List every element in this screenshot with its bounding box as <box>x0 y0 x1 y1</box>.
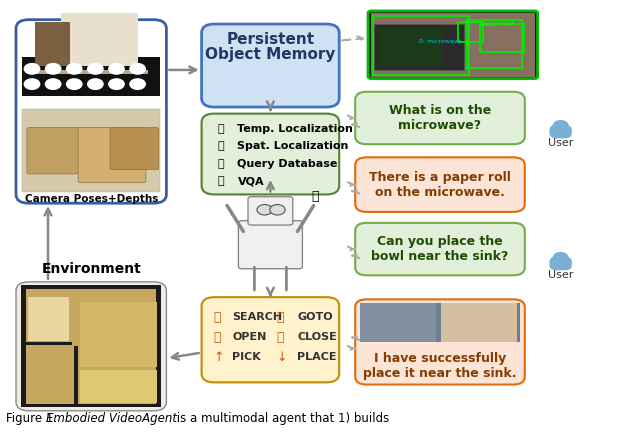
Text: Environment: Environment <box>42 262 141 276</box>
Text: User: User <box>548 270 573 280</box>
FancyBboxPatch shape <box>21 285 26 407</box>
FancyBboxPatch shape <box>78 128 146 183</box>
Bar <box>458 22 483 42</box>
FancyBboxPatch shape <box>368 11 538 79</box>
FancyBboxPatch shape <box>360 303 436 342</box>
Circle shape <box>130 79 145 89</box>
FancyBboxPatch shape <box>239 221 302 269</box>
Text: ↑: ↑ <box>213 351 223 364</box>
Text: Camera Poses+Depths: Camera Poses+Depths <box>25 194 158 204</box>
Text: 🔒: 🔒 <box>277 331 284 344</box>
Circle shape <box>67 63 82 74</box>
FancyBboxPatch shape <box>550 125 571 138</box>
FancyBboxPatch shape <box>371 13 535 77</box>
Text: PICK: PICK <box>232 353 261 362</box>
Text: Embodied VideoAgent: Embodied VideoAgent <box>46 412 177 425</box>
Circle shape <box>67 79 82 89</box>
FancyBboxPatch shape <box>21 285 161 407</box>
Text: Figure 1.: Figure 1. <box>6 412 65 425</box>
Circle shape <box>88 79 103 89</box>
Circle shape <box>130 63 145 74</box>
FancyBboxPatch shape <box>202 24 339 107</box>
Text: User: User <box>548 138 573 148</box>
FancyBboxPatch shape <box>80 370 157 403</box>
Text: 🗺: 🗺 <box>218 142 224 151</box>
Circle shape <box>270 205 285 215</box>
FancyBboxPatch shape <box>355 299 525 385</box>
FancyBboxPatch shape <box>21 285 161 289</box>
FancyBboxPatch shape <box>35 22 70 66</box>
Circle shape <box>45 63 61 74</box>
Text: Spat. Localization: Spat. Localization <box>237 142 349 151</box>
FancyBboxPatch shape <box>202 114 339 194</box>
FancyBboxPatch shape <box>16 282 166 411</box>
FancyBboxPatch shape <box>355 223 525 275</box>
Text: PLACE: PLACE <box>297 353 337 362</box>
Text: I have successfully
place it near the sink.: I have successfully place it near the si… <box>364 352 516 380</box>
Circle shape <box>554 253 568 263</box>
Text: 📸: 📸 <box>218 177 224 186</box>
FancyBboxPatch shape <box>248 197 292 225</box>
FancyBboxPatch shape <box>27 128 82 174</box>
Text: GOTO: GOTO <box>297 312 333 322</box>
Circle shape <box>88 63 103 74</box>
FancyBboxPatch shape <box>550 257 571 270</box>
FancyBboxPatch shape <box>378 28 442 66</box>
Circle shape <box>257 205 273 215</box>
Circle shape <box>109 79 124 89</box>
Text: 📍: 📍 <box>277 311 284 324</box>
FancyBboxPatch shape <box>74 346 78 407</box>
Circle shape <box>554 121 568 131</box>
Text: paper roll: paper roll <box>480 21 513 27</box>
FancyBboxPatch shape <box>355 92 525 144</box>
Text: OPEN: OPEN <box>232 333 267 342</box>
Text: ↓: ↓ <box>277 351 287 364</box>
Circle shape <box>109 63 124 74</box>
Text: Persistent: Persistent <box>227 32 314 47</box>
Text: is a multimodal agent that 1) builds: is a multimodal agent that 1) builds <box>173 412 389 425</box>
FancyBboxPatch shape <box>16 20 166 203</box>
Text: What is on the
microwave?: What is on the microwave? <box>389 104 491 132</box>
Text: Query Database: Query Database <box>237 159 338 169</box>
Text: SEARCH: SEARCH <box>232 312 282 322</box>
FancyBboxPatch shape <box>156 285 161 407</box>
FancyBboxPatch shape <box>355 157 525 212</box>
FancyBboxPatch shape <box>28 297 69 341</box>
Text: 🔥: 🔥 <box>213 331 221 344</box>
FancyBboxPatch shape <box>34 70 148 74</box>
Text: 0: microwave: 0: microwave <box>419 39 461 44</box>
Text: ⏱: ⏱ <box>218 124 224 134</box>
Text: There is a paper roll
on the microwave.: There is a paper roll on the microwave. <box>369 170 511 199</box>
FancyBboxPatch shape <box>202 297 339 382</box>
Text: Can you place the
bowl near the sink?: Can you place the bowl near the sink? <box>371 235 509 263</box>
Text: Temp. Localization: Temp. Localization <box>237 124 353 134</box>
Text: CLOSE: CLOSE <box>297 333 337 342</box>
FancyBboxPatch shape <box>360 303 520 342</box>
FancyBboxPatch shape <box>442 303 517 342</box>
FancyBboxPatch shape <box>22 109 160 192</box>
FancyBboxPatch shape <box>80 302 157 367</box>
Text: Video: Video <box>70 17 113 31</box>
FancyBboxPatch shape <box>22 57 160 96</box>
Bar <box>467 20 522 68</box>
FancyBboxPatch shape <box>110 128 159 170</box>
FancyBboxPatch shape <box>21 342 72 345</box>
FancyBboxPatch shape <box>61 13 138 66</box>
Text: 🔧: 🔧 <box>312 190 319 203</box>
FancyBboxPatch shape <box>374 24 464 70</box>
Circle shape <box>24 79 40 89</box>
Text: 🗄: 🗄 <box>218 159 224 169</box>
Text: Object Memory: Object Memory <box>205 47 335 62</box>
Bar <box>373 16 469 75</box>
Text: VQA: VQA <box>237 177 264 186</box>
Circle shape <box>45 79 61 89</box>
FancyBboxPatch shape <box>21 404 161 407</box>
Text: 🔍: 🔍 <box>213 311 221 324</box>
Circle shape <box>24 63 40 74</box>
Bar <box>480 24 524 52</box>
